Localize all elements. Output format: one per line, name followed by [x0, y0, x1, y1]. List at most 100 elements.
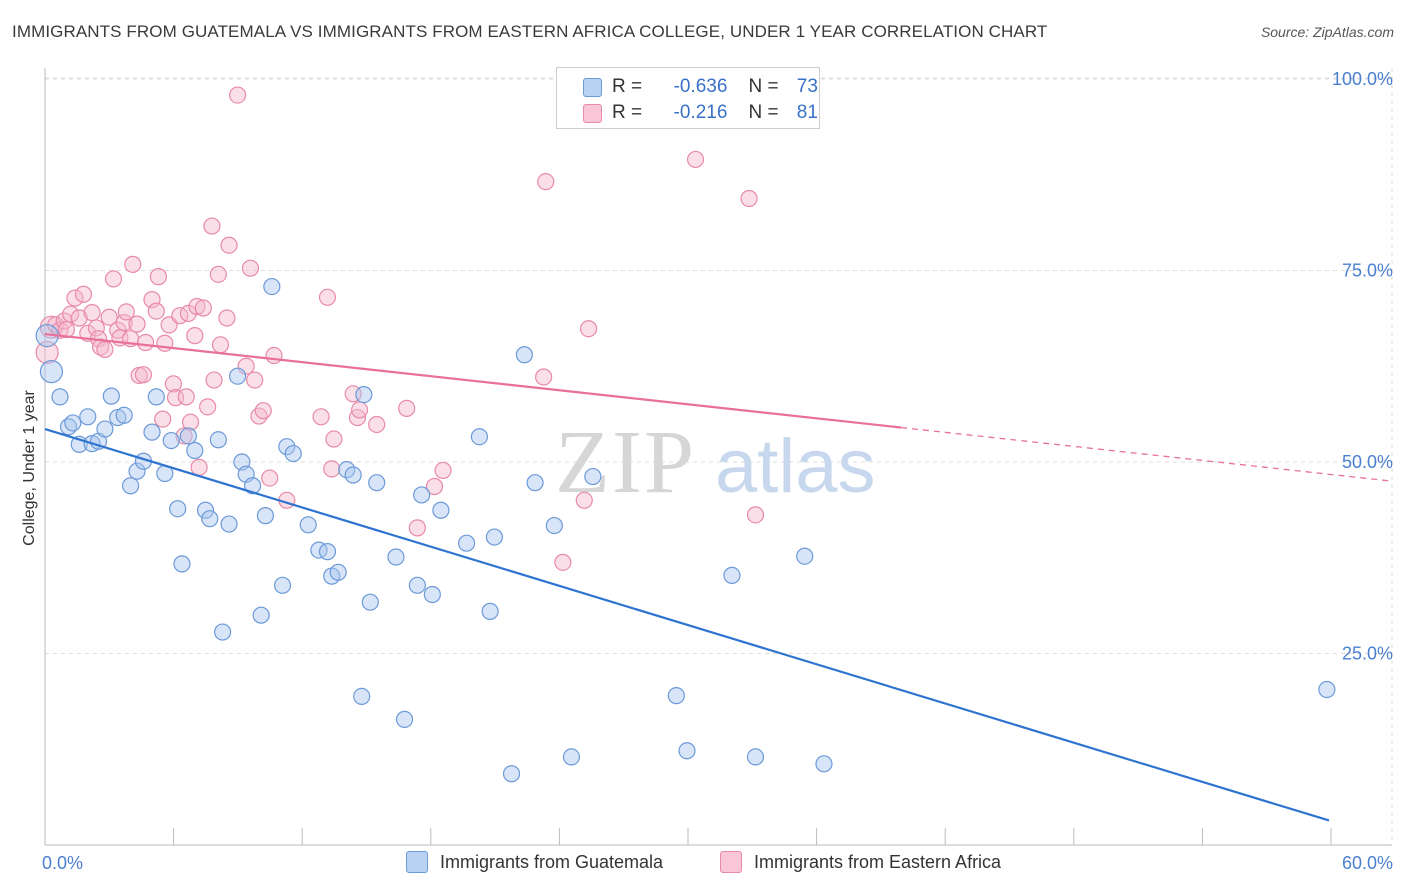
data-point-eastern-africa	[66, 289, 84, 307]
data-point-eastern-africa	[368, 415, 386, 434]
data-point-eastern-africa	[179, 304, 197, 322]
data-point-guatemala	[64, 414, 82, 432]
data-point-eastern-africa	[128, 315, 146, 333]
x-tick-label: 60.0%	[1342, 853, 1393, 873]
data-point-guatemala	[162, 431, 180, 450]
data-point-eastern-africa	[194, 299, 212, 317]
y-tick-label: 75.0%	[1342, 261, 1393, 281]
data-point-eastern-africa	[35, 340, 59, 365]
data-point-eastern-africa	[535, 368, 553, 386]
data-point-eastern-africa	[220, 236, 238, 254]
data-point-eastern-africa	[209, 265, 227, 283]
data-point-eastern-africa	[199, 398, 217, 416]
legend-row-guatemala: R = -0.636 N = 73	[583, 74, 818, 100]
data-point-guatemala	[186, 441, 204, 460]
data-point-guatemala	[723, 566, 741, 584]
data-point-guatemala	[584, 467, 602, 486]
trend-line-guatemala	[44, 428, 1330, 822]
data-point-eastern-africa	[154, 410, 172, 428]
data-point-guatemala	[128, 462, 146, 480]
data-point-guatemala	[115, 406, 133, 424]
data-point-guatemala	[278, 438, 296, 456]
y-tick-label: 100.0%	[1332, 69, 1393, 89]
data-point-eastern-africa	[579, 320, 598, 338]
data-point-eastern-africa	[181, 413, 200, 431]
data-point-eastern-africa	[74, 285, 93, 303]
bottom-legend-swatch-pink	[720, 851, 742, 873]
data-point-eastern-africa	[350, 401, 369, 419]
bottom-legend-label: Immigrants from Guatemala	[440, 851, 664, 872]
data-point-guatemala	[79, 408, 97, 426]
data-point-guatemala	[796, 547, 814, 565]
data-point-eastern-africa	[188, 297, 206, 316]
data-point-guatemala	[423, 585, 441, 604]
data-point-eastern-africa	[115, 313, 133, 332]
tick-labels: 25.0% 50.0% 75.0% 100.0% 0.0% 60.0%	[42, 69, 1393, 873]
data-point-guatemala	[329, 563, 347, 581]
data-point-guatemala	[746, 748, 765, 766]
data-point-eastern-africa	[203, 217, 221, 235]
legend-swatch-pink	[583, 103, 602, 123]
data-point-guatemala	[96, 420, 114, 438]
trend-line-eastern-africa-extension	[900, 426, 1393, 482]
data-point-guatemala	[243, 477, 262, 495]
trend-line-eastern-africa	[44, 332, 902, 429]
bottom-legend-label: Immigrants from Eastern Africa	[754, 851, 1002, 872]
data-point-eastern-africa	[746, 506, 765, 524]
data-point-guatemala	[481, 602, 499, 620]
data-point-guatemala	[102, 387, 120, 405]
data-point-guatemala	[678, 742, 696, 760]
legend-n-value: 81	[796, 102, 818, 123]
data-point-eastern-africa	[575, 491, 593, 509]
chart-title: IMMIGRANTS FROM GUATEMALA VS IMMIGRANTS …	[12, 22, 1048, 41]
data-point-guatemala	[147, 388, 165, 406]
watermark-atlas: atlas	[715, 424, 876, 509]
data-point-guatemala	[1318, 680, 1336, 699]
data-point-guatemala	[263, 277, 281, 296]
y-tick-label: 50.0%	[1342, 452, 1393, 472]
data-point-eastern-africa	[740, 189, 758, 208]
correlation-legend: R = -0.636 N = 73 R = -0.216 N = 81	[556, 67, 820, 129]
data-point-guatemala	[173, 555, 191, 573]
data-point-eastern-africa	[408, 519, 426, 537]
data-point-guatemala	[387, 548, 405, 566]
data-point-eastern-africa	[398, 399, 416, 417]
data-point-guatemala	[318, 543, 337, 561]
data-point-guatemala	[201, 510, 219, 528]
data-point-eastern-africa	[434, 461, 452, 480]
data-point-eastern-africa	[325, 430, 343, 448]
data-point-guatemala	[179, 427, 197, 445]
data-point-guatemala	[815, 755, 833, 773]
data-point-eastern-africa	[175, 427, 193, 445]
data-point-guatemala	[299, 516, 317, 534]
data-point-eastern-africa	[254, 402, 272, 420]
x-tick-label: 0.0%	[42, 853, 83, 873]
data-point-eastern-africa	[190, 458, 208, 476]
data-point-eastern-africa	[117, 303, 135, 321]
data-point-guatemala	[395, 710, 414, 728]
data-point-eastern-africa	[100, 308, 118, 326]
data-point-guatemala	[39, 360, 64, 384]
data-point-eastern-africa	[83, 304, 101, 322]
data-point-guatemala	[143, 423, 161, 441]
bottom-legend-swatch-blue	[406, 851, 428, 873]
grid-lines	[45, 68, 1393, 845]
watermark: ZIP atlas	[555, 413, 876, 512]
data-point-eastern-africa	[265, 346, 283, 365]
data-point-guatemala	[310, 541, 328, 559]
data-point-guatemala	[122, 477, 140, 495]
data-point-eastern-africa	[134, 366, 153, 384]
data-point-eastern-africa	[62, 305, 80, 323]
data-point-eastern-africa	[70, 309, 88, 327]
data-point-guatemala	[526, 474, 544, 492]
data-point-eastern-africa	[261, 469, 279, 487]
data-point-guatemala	[515, 346, 533, 364]
data-point-eastern-africa	[104, 270, 123, 288]
data-point-guatemala	[256, 507, 275, 525]
data-point-eastern-africa	[241, 259, 260, 277]
y-tick-label: 25.0%	[1342, 644, 1393, 664]
data-point-guatemala	[368, 474, 386, 492]
legend-r-value: -0.216	[673, 102, 728, 123]
series-guatemala	[35, 277, 1336, 783]
data-point-eastern-africa	[312, 408, 330, 426]
